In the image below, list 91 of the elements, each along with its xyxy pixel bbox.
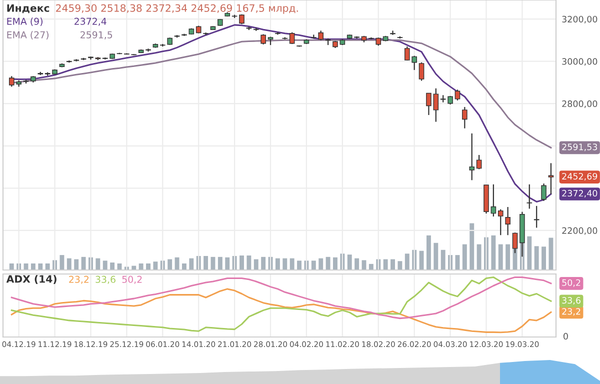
bar bbox=[354, 258, 360, 270]
bar bbox=[275, 258, 280, 270]
candlestick bbox=[469, 132, 475, 181]
bar bbox=[326, 256, 330, 270]
bar bbox=[311, 260, 316, 270]
data-label: 50,2 bbox=[562, 279, 580, 287]
candlestick bbox=[548, 162, 554, 195]
candlestick bbox=[433, 88, 439, 122]
chart-subtitle: 2459,30 2518,38 2372,34 2452,69 167,5 млрд. bbox=[56, 4, 298, 14]
y-tick-label: 2800,00 bbox=[562, 100, 598, 108]
bar bbox=[290, 258, 294, 270]
bar bbox=[426, 235, 431, 270]
bar bbox=[38, 263, 43, 270]
candlestick bbox=[260, 34, 266, 45]
bar bbox=[506, 244, 510, 270]
bar bbox=[153, 262, 158, 270]
candlestick bbox=[426, 92, 432, 116]
candlestick bbox=[476, 154, 482, 170]
bar bbox=[189, 258, 194, 270]
candlestick bbox=[541, 182, 546, 202]
bar bbox=[168, 259, 172, 270]
bar bbox=[534, 246, 539, 270]
candlestick bbox=[454, 89, 460, 101]
bar bbox=[282, 258, 288, 270]
bar bbox=[404, 254, 410, 270]
bar bbox=[398, 261, 402, 270]
data-label: 23,2 bbox=[562, 308, 580, 316]
y-tick-label: 3200,00 bbox=[562, 16, 598, 24]
bar bbox=[218, 256, 222, 270]
bar bbox=[30, 263, 36, 270]
bar bbox=[146, 263, 150, 270]
chart-title: Индекс bbox=[7, 4, 50, 14]
bar bbox=[254, 259, 258, 270]
bar bbox=[182, 263, 186, 270]
bar bbox=[390, 259, 395, 270]
data-label: 2591,53 bbox=[562, 144, 598, 152]
text: 2452,69 bbox=[562, 172, 598, 180]
bar bbox=[246, 256, 252, 270]
candlestick bbox=[418, 62, 424, 82]
candlestick bbox=[534, 205, 540, 228]
candlestick bbox=[289, 32, 295, 45]
candlestick bbox=[498, 208, 504, 236]
bar bbox=[225, 257, 230, 270]
bar bbox=[542, 246, 546, 270]
chart-title: ADX (14) bbox=[6, 274, 56, 284]
candlestick bbox=[505, 206, 510, 236]
bar bbox=[440, 250, 446, 270]
data-label: 2372,40 bbox=[562, 190, 598, 198]
bar bbox=[174, 257, 180, 270]
annotation: 2372,4 bbox=[74, 18, 106, 26]
bar bbox=[240, 256, 244, 270]
bar bbox=[138, 263, 144, 270]
candlestick bbox=[526, 184, 532, 210]
bar bbox=[527, 236, 532, 270]
annotation: 2591,5 bbox=[80, 31, 112, 40]
bar bbox=[45, 263, 50, 270]
bar bbox=[81, 256, 86, 270]
bar bbox=[333, 257, 338, 270]
bar bbox=[261, 256, 266, 270]
text: EMA (27) bbox=[7, 31, 48, 40]
y-tick-label: 2200,00 bbox=[562, 227, 598, 235]
bar bbox=[204, 256, 208, 270]
bar bbox=[102, 260, 108, 270]
candlestick bbox=[462, 106, 468, 129]
bar bbox=[66, 258, 72, 270]
bar bbox=[110, 262, 115, 270]
bar bbox=[383, 259, 388, 270]
annotation: 50,2 bbox=[122, 276, 142, 284]
bar bbox=[491, 235, 496, 270]
bar bbox=[476, 244, 482, 270]
bar bbox=[96, 258, 100, 270]
bar bbox=[60, 255, 64, 270]
annotation: 23,2 bbox=[69, 276, 88, 284]
bar bbox=[347, 254, 352, 270]
bar bbox=[498, 244, 503, 270]
bar bbox=[9, 263, 14, 270]
y-tick-label: 3000,00 bbox=[562, 58, 598, 66]
text: EMA (9) bbox=[7, 18, 42, 26]
bar bbox=[368, 264, 374, 270]
annotation: 33,6 bbox=[96, 276, 116, 284]
candlestick bbox=[490, 184, 496, 218]
bar bbox=[470, 223, 474, 270]
bar bbox=[74, 259, 79, 270]
text: 0 bbox=[564, 332, 568, 340]
bar bbox=[462, 244, 467, 270]
bar bbox=[297, 260, 302, 270]
data-label: 33,6 bbox=[562, 297, 580, 305]
bar bbox=[318, 258, 324, 270]
bar bbox=[419, 250, 424, 270]
bar bbox=[548, 238, 554, 270]
bar bbox=[434, 242, 438, 270]
